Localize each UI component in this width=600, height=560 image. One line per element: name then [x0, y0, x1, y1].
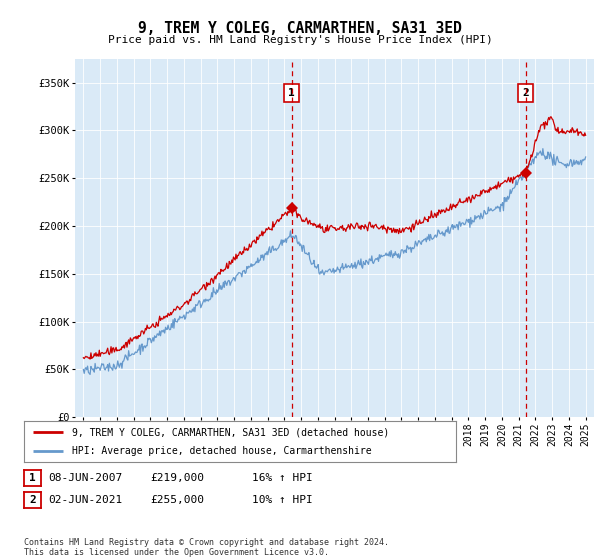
Text: 1: 1 — [29, 473, 36, 483]
Text: Contains HM Land Registry data © Crown copyright and database right 2024.
This d: Contains HM Land Registry data © Crown c… — [24, 538, 389, 557]
Text: £219,000: £219,000 — [150, 473, 204, 483]
Text: HPI: Average price, detached house, Carmarthenshire: HPI: Average price, detached house, Carm… — [71, 446, 371, 456]
Text: 02-JUN-2021: 02-JUN-2021 — [48, 495, 122, 505]
Text: 2: 2 — [29, 495, 36, 505]
Text: 08-JUN-2007: 08-JUN-2007 — [48, 473, 122, 483]
Text: 9, TREM Y COLEG, CARMARTHEN, SA31 3ED (detached house): 9, TREM Y COLEG, CARMARTHEN, SA31 3ED (d… — [71, 427, 389, 437]
Text: 16% ↑ HPI: 16% ↑ HPI — [252, 473, 313, 483]
Text: 10% ↑ HPI: 10% ↑ HPI — [252, 495, 313, 505]
Text: £255,000: £255,000 — [150, 495, 204, 505]
Text: Price paid vs. HM Land Registry's House Price Index (HPI): Price paid vs. HM Land Registry's House … — [107, 35, 493, 45]
Text: 1: 1 — [288, 88, 295, 98]
Text: 9, TREM Y COLEG, CARMARTHEN, SA31 3ED: 9, TREM Y COLEG, CARMARTHEN, SA31 3ED — [138, 21, 462, 36]
Text: 2: 2 — [523, 88, 529, 98]
